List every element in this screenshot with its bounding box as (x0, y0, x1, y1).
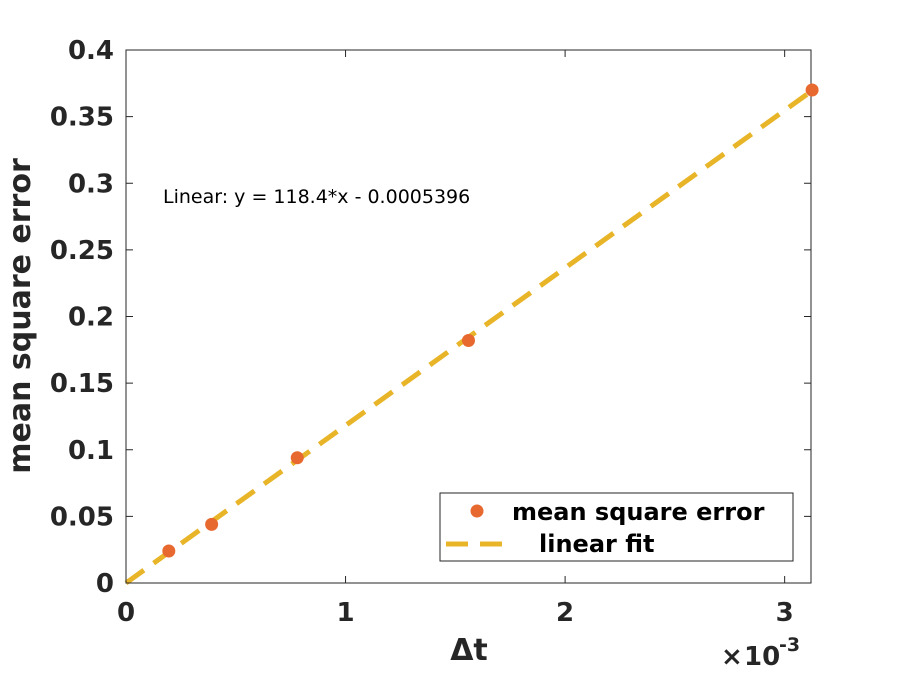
legend-label-scatter: mean square error (512, 498, 765, 526)
legend-dot (470, 504, 484, 518)
y-tick-label: 0.25 (50, 236, 114, 266)
data-point (290, 451, 304, 465)
y-tick-label: 0.4 (68, 36, 114, 66)
axis-ticks: 0 1 2 3 0 0.05 0.1 0.15 0.2 0.25 0.3 0.35 0.4 (50, 36, 811, 628)
x-tick-label: 0 (117, 598, 135, 628)
y-tick-label: 0.15 (50, 369, 114, 399)
data-point (462, 333, 475, 347)
x-tick-label: 3 (776, 598, 794, 628)
legend-label-line: linear fit (539, 530, 654, 558)
y-tick-label: 0.1 (68, 436, 114, 466)
y-tick-label: 0 (96, 569, 114, 599)
x-tick-label: 2 (556, 598, 574, 628)
y-axis-label: mean square error (3, 158, 38, 474)
multiplier-exponent: -3 (779, 634, 800, 656)
data-point (205, 517, 219, 531)
y-tick-label: 0.2 (68, 303, 114, 333)
y-tick-label: 0.05 (50, 502, 114, 532)
data-point (162, 544, 176, 558)
legend-box (439, 492, 794, 562)
y-tick-label: 0.35 (50, 103, 114, 133)
x-tick-label: 1 (337, 598, 355, 628)
legend-marker-scatter (470, 504, 484, 518)
x-axis-label: Δt (450, 633, 488, 668)
x-axis-multiplier: × 10 -3 (721, 634, 800, 672)
multiplier-times-sign: × (721, 642, 743, 672)
fit-equation-annotation: Linear: y = 118.4*x - 0.0005396 (163, 186, 470, 208)
data-point (805, 83, 819, 97)
multiplier-base: 10 (744, 642, 780, 672)
y-tick-label: 0.3 (68, 169, 114, 199)
legend: mean square error linear fit (439, 492, 794, 562)
